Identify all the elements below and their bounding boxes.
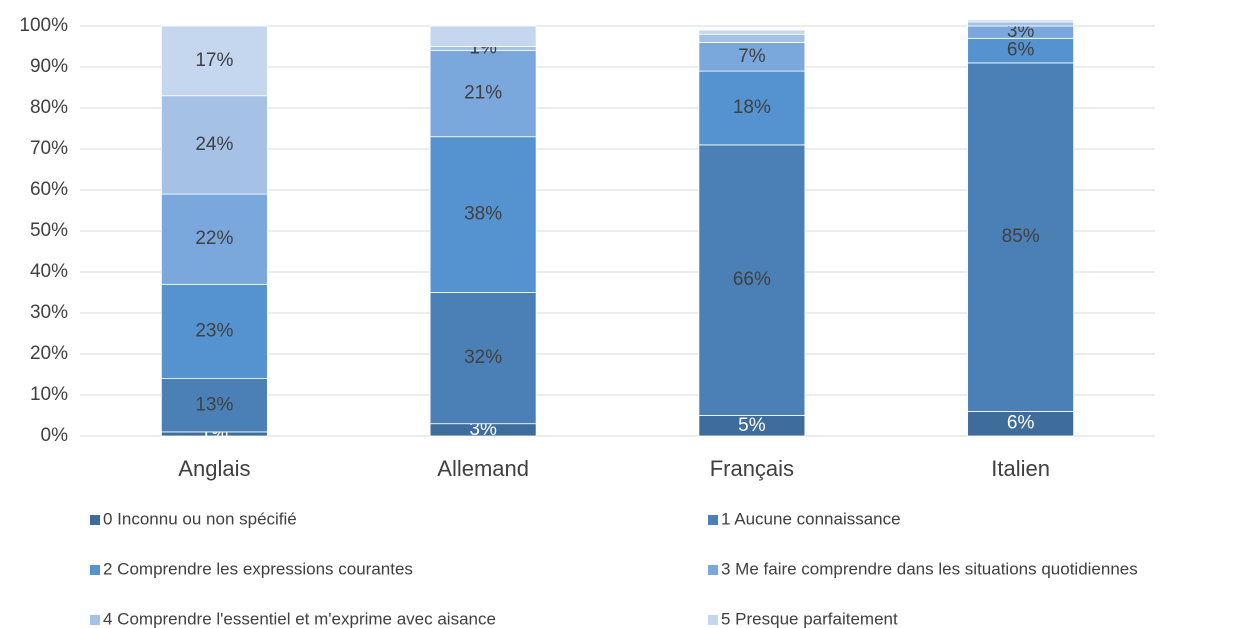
- legend-swatch: [708, 515, 718, 525]
- data-label: 17%: [195, 50, 233, 71]
- bar-segment: [698, 29, 806, 35]
- bar-segment: [967, 21, 1075, 27]
- bar-segment: [698, 33, 806, 43]
- bar-segment: [429, 136, 537, 293]
- data-label: 13%: [195, 394, 233, 415]
- y-tick-label: 60%: [30, 179, 68, 200]
- bar-segment: [967, 19, 1075, 23]
- x-tick-label: Allemand: [437, 456, 529, 481]
- data-label: 23%: [195, 320, 233, 341]
- data-label: 22%: [195, 228, 233, 249]
- data-label: 38%: [464, 204, 502, 225]
- x-tick-label: Anglais: [178, 456, 250, 481]
- y-tick-label: 80%: [30, 97, 68, 118]
- data-label: 18%: [733, 97, 771, 118]
- x-tick-label: Italien: [991, 456, 1050, 481]
- data-label: 24%: [195, 134, 233, 155]
- data-label: 7%: [738, 46, 766, 67]
- legend-swatch: [90, 565, 100, 575]
- data-label: 6%: [1007, 413, 1035, 434]
- y-tick-label: 30%: [30, 302, 68, 323]
- data-label: 6%: [1007, 40, 1035, 61]
- y-tick-label: 90%: [30, 56, 68, 77]
- x-tick-label: Français: [710, 456, 794, 481]
- bar-segment: [160, 283, 268, 379]
- legend-swatch: [708, 565, 718, 575]
- y-tick-label: 20%: [30, 343, 68, 364]
- bar-segment: [429, 50, 537, 138]
- legend-swatch: [90, 515, 100, 525]
- y-tick-label: 10%: [30, 384, 68, 405]
- data-label: 32%: [464, 347, 502, 368]
- y-tick-label: 70%: [30, 138, 68, 159]
- bar-segment: [160, 378, 268, 433]
- data-label: 3%: [469, 419, 497, 440]
- bar-segment: [698, 144, 806, 416]
- bar-segment: [967, 62, 1075, 412]
- bar-segment: [429, 25, 537, 47]
- y-tick-label: 40%: [30, 261, 68, 282]
- bar-segment: [160, 25, 268, 97]
- legend-label: 5 Presque parfaitement: [721, 609, 898, 628]
- y-tick-label: 0%: [41, 425, 69, 446]
- legend-label: 0 Inconnu ou non spécifié: [103, 509, 297, 528]
- data-label: 3%: [1007, 21, 1035, 42]
- data-label: 66%: [733, 269, 771, 290]
- bar-segment: [160, 193, 268, 285]
- data-label: 85%: [1002, 226, 1040, 247]
- legend-swatch: [90, 615, 100, 625]
- data-label: 21%: [464, 83, 502, 104]
- y-tick-label: 100%: [19, 15, 68, 36]
- legend-label: 3 Me faire comprendre dans les situation…: [721, 559, 1138, 578]
- legend-swatch: [708, 615, 718, 625]
- data-label: 5%: [738, 415, 766, 436]
- bar-segment: [429, 292, 537, 425]
- bar-segment: [160, 95, 268, 195]
- legend-label: 2 Comprendre les expressions courantes: [103, 559, 413, 578]
- y-tick-label: 50%: [30, 220, 68, 241]
- legend-label: 1 Aucune connaissance: [721, 509, 901, 528]
- bar-segment: [967, 37, 1075, 64]
- legend-label: 4 Comprendre l'essentiel et m'exprime av…: [103, 609, 496, 628]
